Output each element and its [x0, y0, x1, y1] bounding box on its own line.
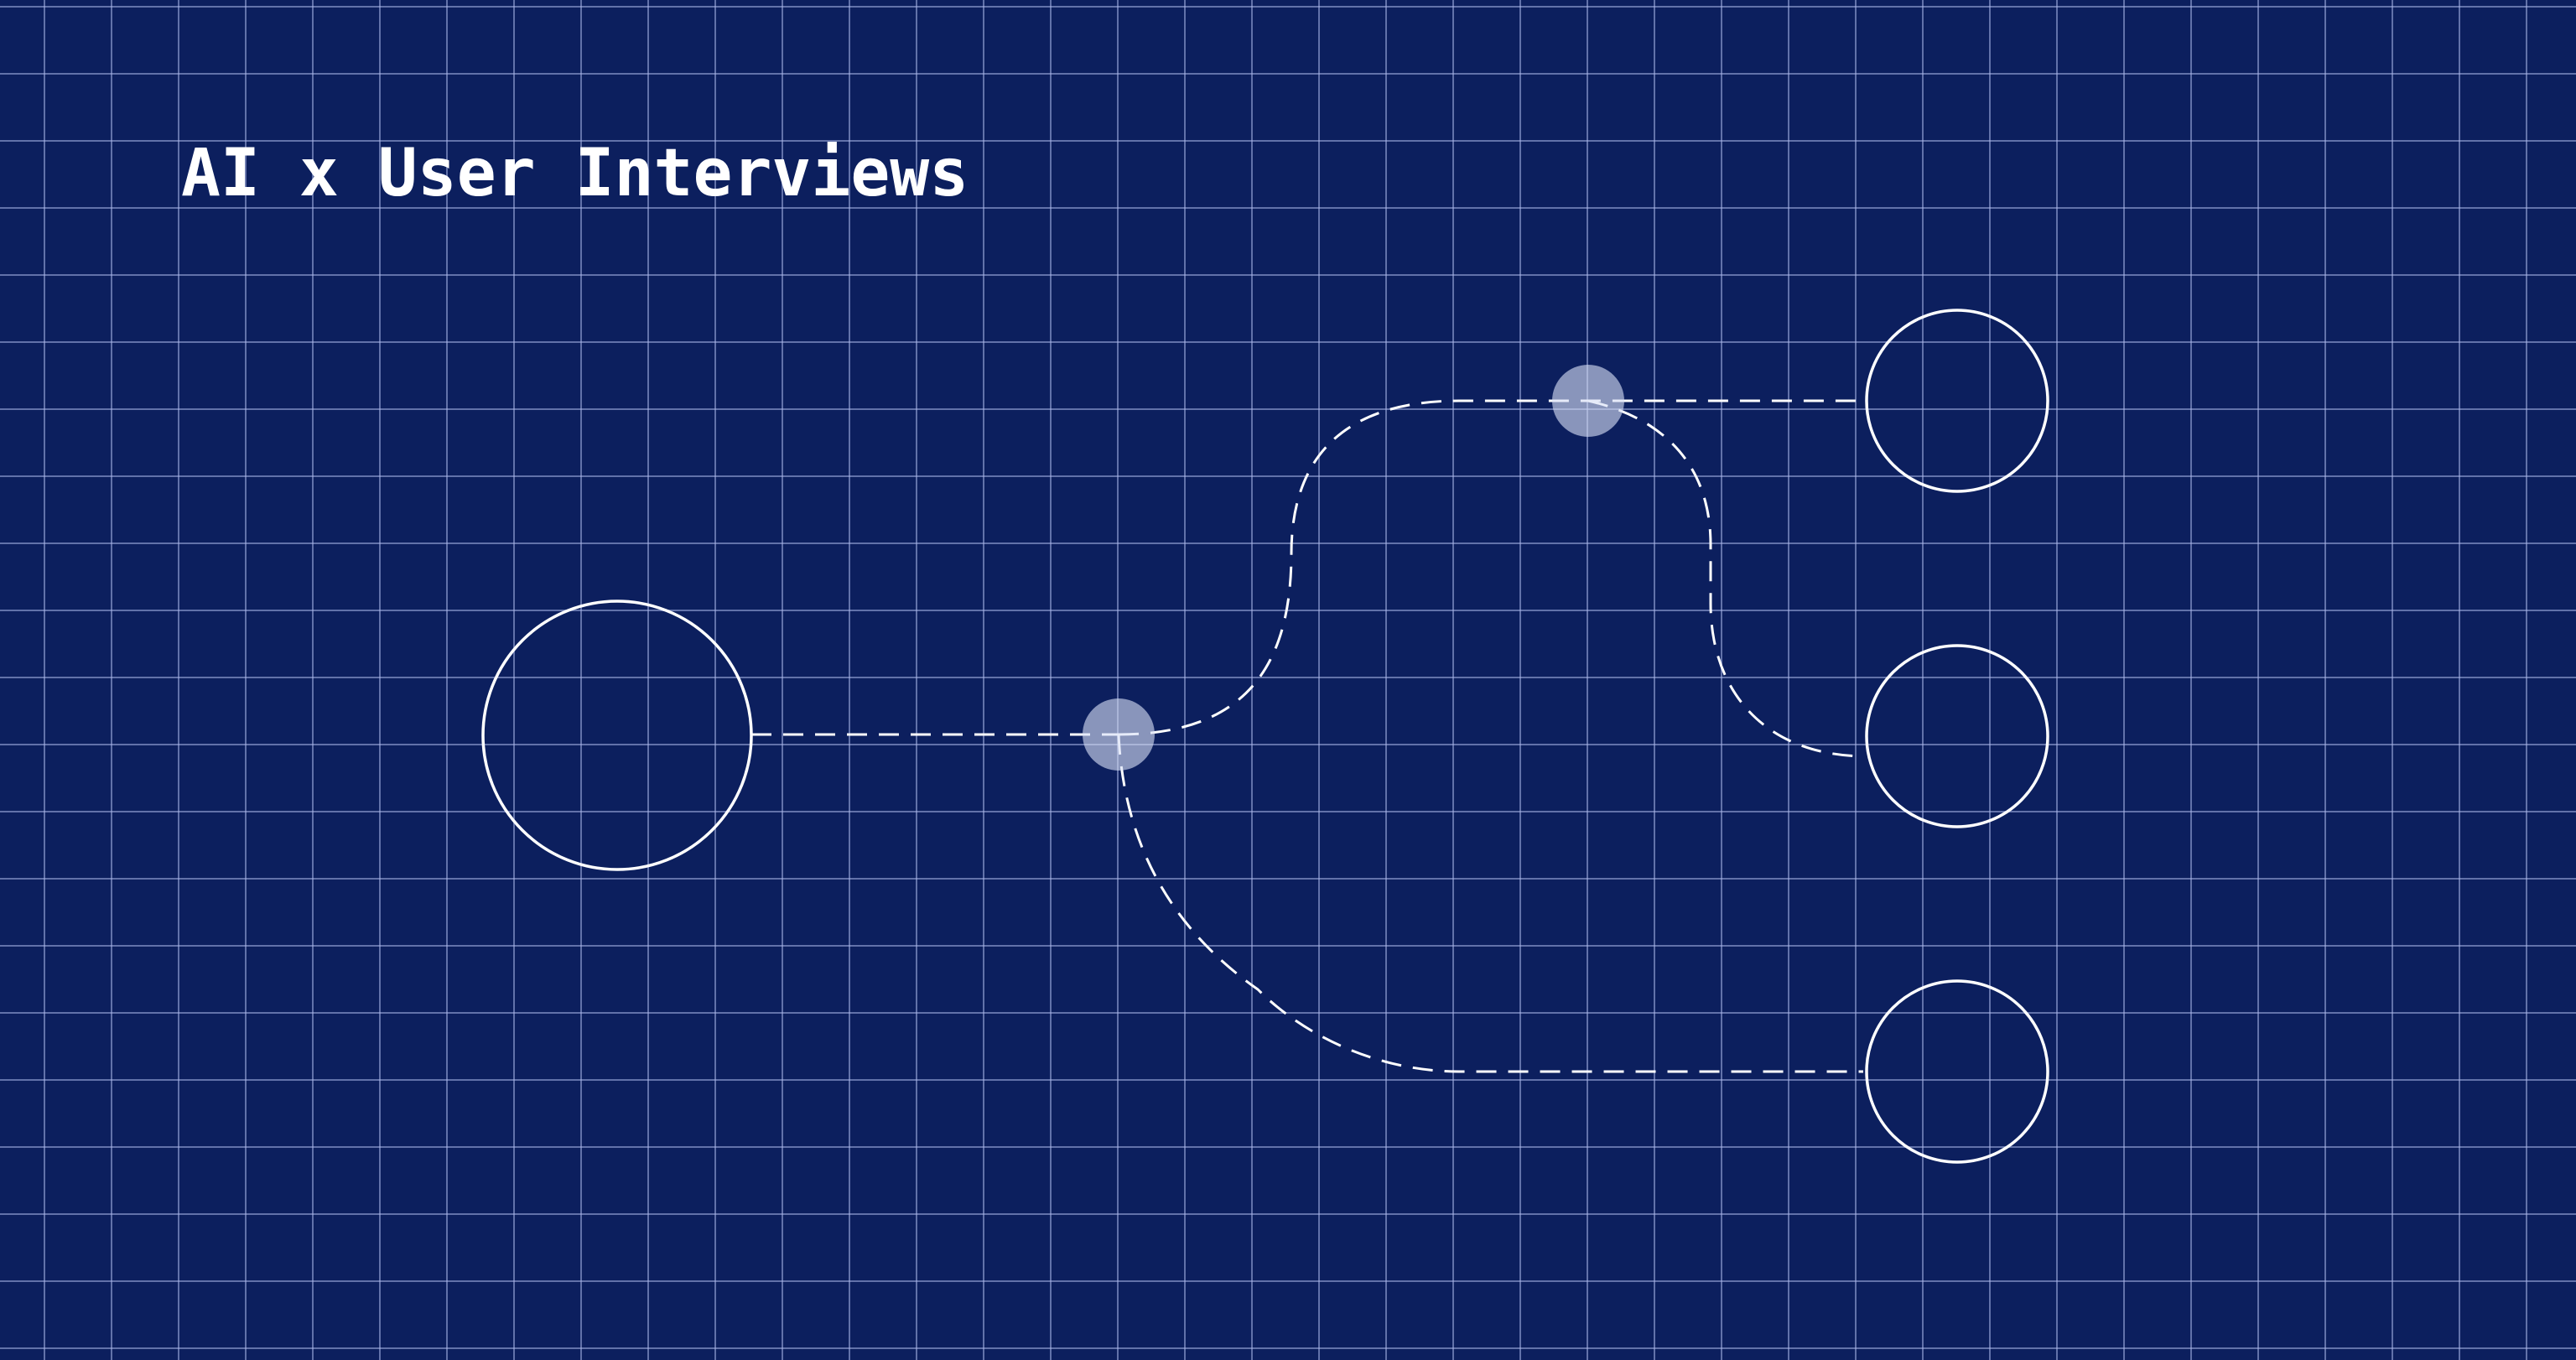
output-node-top — [1865, 309, 2049, 493]
connector-primary-to-top — [1118, 399, 1863, 736]
source-node — [481, 600, 753, 871]
junction-primary — [1083, 698, 1155, 771]
connector-primary-to-bottom — [1117, 734, 1863, 1073]
junction-secondary — [1552, 365, 1624, 437]
output-node-middle — [1865, 644, 2049, 828]
connector-secondary-to-middle — [1587, 399, 1864, 758]
page-title: AI x User Interviews — [181, 136, 969, 211]
output-node-bottom — [1865, 979, 2049, 1164]
